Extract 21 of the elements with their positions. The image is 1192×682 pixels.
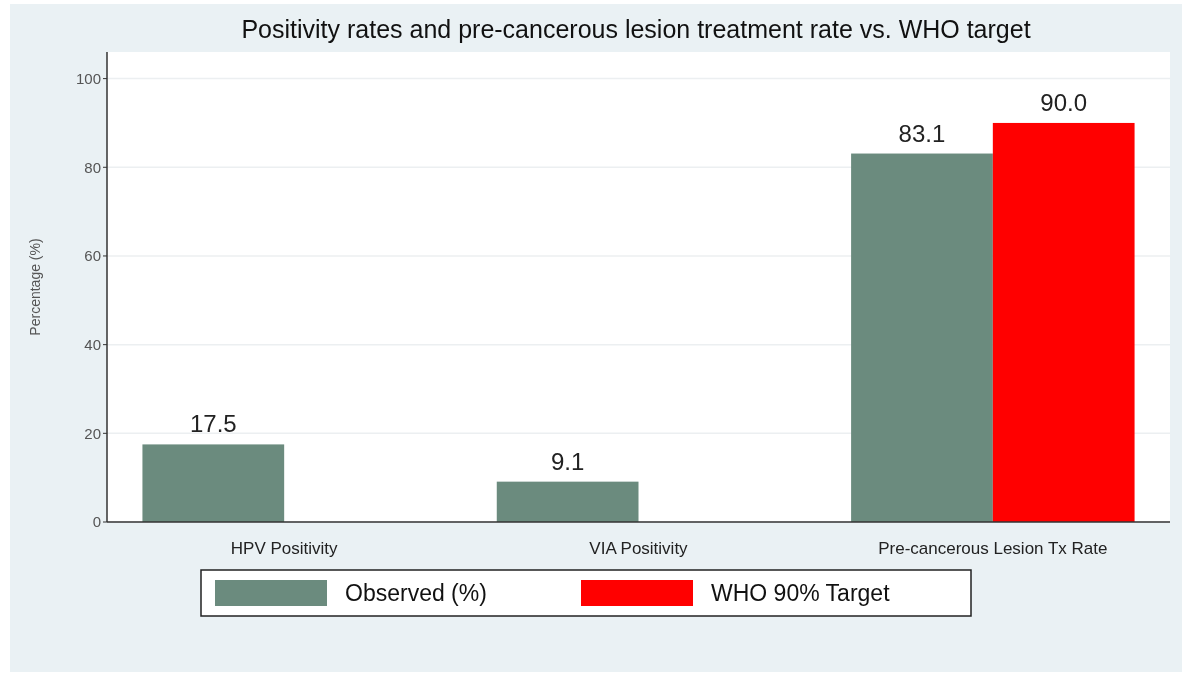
legend-label: Observed (%)	[345, 580, 487, 607]
bar	[992, 122, 1135, 522]
y-tick-label: 20	[84, 424, 101, 442]
y-axis-title: Percentage (%)	[27, 238, 43, 336]
y-tick-label: 40	[84, 335, 101, 353]
y-tick-label: 0	[92, 513, 101, 531]
data-label: 9.1	[550, 447, 585, 475]
x-tick-label: VIA Positivity	[589, 539, 689, 558]
y-tick-label: 100	[75, 69, 101, 87]
y-tick-label: 60	[84, 247, 101, 265]
data-label: 17.5	[189, 410, 237, 438]
bar	[851, 153, 993, 522]
x-tick-label: Pre-cancerous Lesion Tx Rate	[878, 539, 1108, 558]
bar	[496, 481, 639, 522]
x-tick-label: HPV Positivity	[230, 539, 339, 558]
data-label: 90.0	[1040, 88, 1088, 116]
bar	[142, 444, 285, 522]
legend-label: WHO 90% Target	[711, 580, 891, 607]
chart-title: Positivity rates and pre-cancerous lesion treatment rate vs. WHO target	[241, 15, 1031, 43]
y-tick-label: 80	[84, 158, 101, 176]
data-label: 83.1	[898, 119, 946, 147]
